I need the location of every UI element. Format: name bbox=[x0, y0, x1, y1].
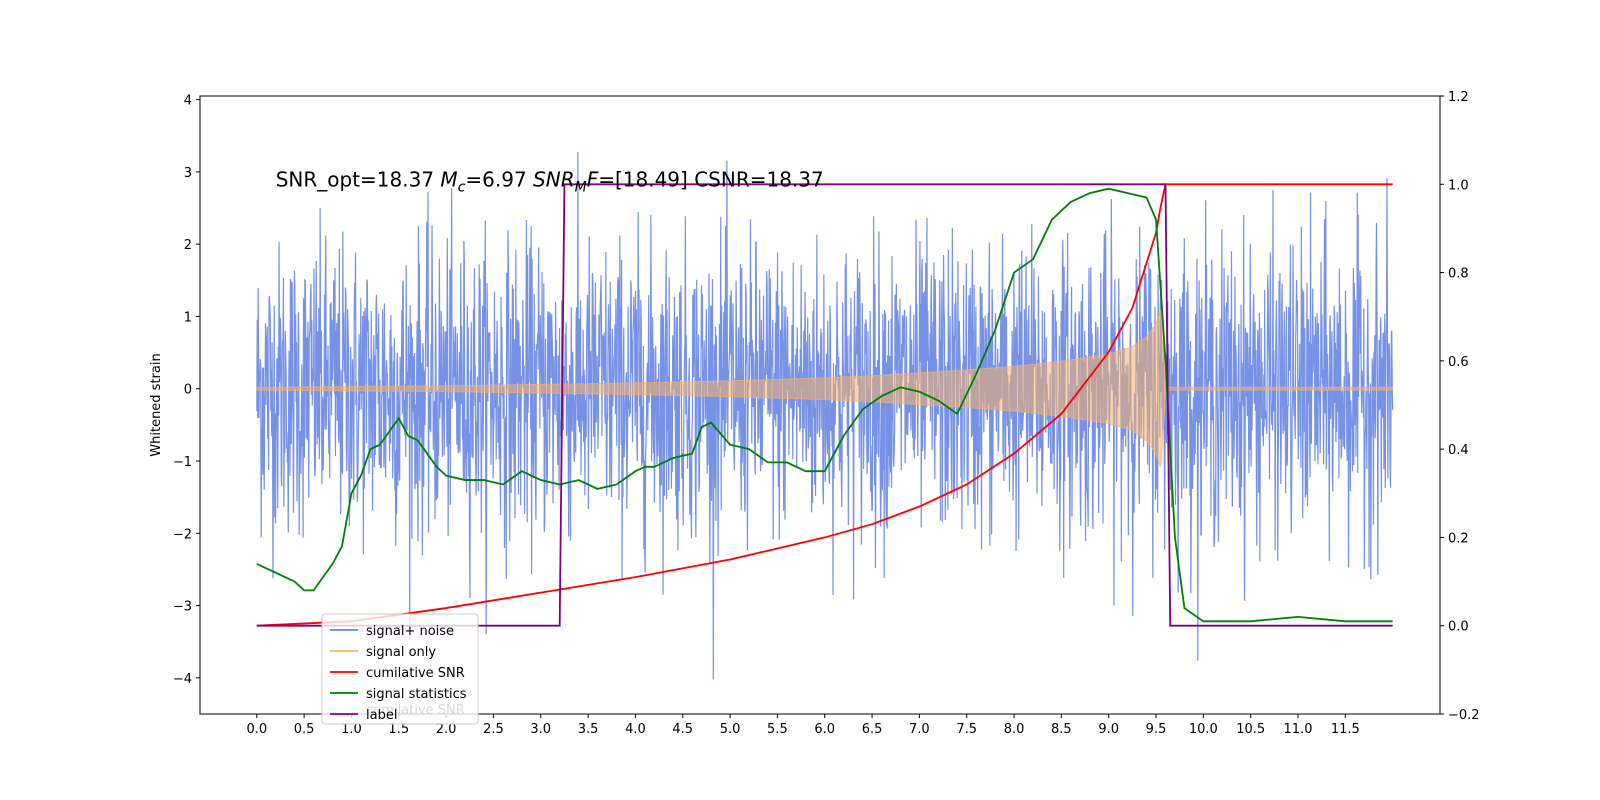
x-tick-label: 2.5 bbox=[483, 722, 504, 737]
y-right-tick-label: 1.2 bbox=[1448, 90, 1469, 105]
y-right-tick-label: 0.8 bbox=[1448, 267, 1469, 282]
series-label bbox=[256, 183, 1393, 627]
series-signal-noise bbox=[256, 152, 1394, 680]
x-tick-label: 1.0 bbox=[341, 722, 362, 737]
y-left-tick-label: 1 bbox=[184, 310, 192, 325]
x-tick-label: 9.0 bbox=[1098, 722, 1119, 737]
y-left-tick-label: 2 bbox=[184, 238, 192, 253]
x-tick-label: 9.5 bbox=[1146, 722, 1167, 737]
series-signal-statistics bbox=[256, 187, 1393, 623]
x-tick-label: 0.0 bbox=[246, 722, 267, 737]
y-left-tick-label: 3 bbox=[184, 166, 192, 181]
y-left-tick-label: −1 bbox=[173, 455, 192, 470]
y-right-tick-label: −0.2 bbox=[1448, 708, 1480, 723]
x-tick-label: 11.0 bbox=[1284, 722, 1313, 737]
series-signal-only bbox=[256, 310, 1394, 468]
y-left-tick-label: −3 bbox=[173, 600, 192, 615]
legend-ghost-text: cumilative SNR bbox=[366, 703, 465, 718]
x-tick-label: 8.0 bbox=[1004, 722, 1025, 737]
y-right-tick-label: 0.4 bbox=[1448, 443, 1469, 458]
x-tick-label: 3.5 bbox=[578, 722, 599, 737]
x-tick-label: 10.5 bbox=[1236, 722, 1265, 737]
x-tick-label: 1.5 bbox=[388, 722, 409, 737]
x-tick-label: 0.5 bbox=[294, 722, 315, 737]
y-axis-title: Whitened strain bbox=[149, 353, 164, 456]
x-tick-label: 5.0 bbox=[720, 722, 741, 737]
x-tick-label: 8.5 bbox=[1051, 722, 1072, 737]
x-tick-label: 6.0 bbox=[814, 722, 835, 737]
x-tick-label: 10.0 bbox=[1189, 722, 1218, 737]
x-tick-label: 2.0 bbox=[436, 722, 457, 737]
x-tick-label: 4.5 bbox=[672, 722, 693, 737]
x-tick-label: 5.5 bbox=[767, 722, 788, 737]
y-left-tick-label: −2 bbox=[173, 527, 192, 542]
plot-frame bbox=[199, 95, 1441, 715]
y-right-tick-label: 0.2 bbox=[1448, 531, 1469, 546]
y-right-tick-label: 0.6 bbox=[1448, 355, 1469, 370]
x-tick-label: 4.0 bbox=[625, 722, 646, 737]
y-right-tick-label: 1.0 bbox=[1448, 178, 1469, 193]
legend bbox=[321, 613, 479, 725]
x-tick-label: 3.0 bbox=[530, 722, 551, 737]
y-left-tick-label: 4 bbox=[184, 94, 192, 109]
x-tick-label: 6.5 bbox=[862, 722, 883, 737]
y-right-tick-label: 0.0 bbox=[1448, 620, 1469, 635]
x-tick-label: 7.0 bbox=[909, 722, 930, 737]
legend-label: signal only bbox=[366, 645, 436, 660]
y-left-tick-label: 0 bbox=[184, 383, 192, 398]
x-tick-label: 7.5 bbox=[956, 722, 977, 737]
x-tick-label: 11.5 bbox=[1331, 722, 1360, 737]
legend-label: signal statistics bbox=[366, 687, 467, 702]
legend-label: signal+ noise bbox=[366, 624, 454, 639]
legend-label: cumilative SNR bbox=[366, 666, 465, 681]
snr-annotation: SNR_opt=18.37 Mc=6.97 SNRMF=[18.49] CSNR… bbox=[276, 167, 824, 195]
legend-label: label bbox=[366, 708, 397, 723]
y-left-tick-label: −4 bbox=[173, 672, 192, 687]
